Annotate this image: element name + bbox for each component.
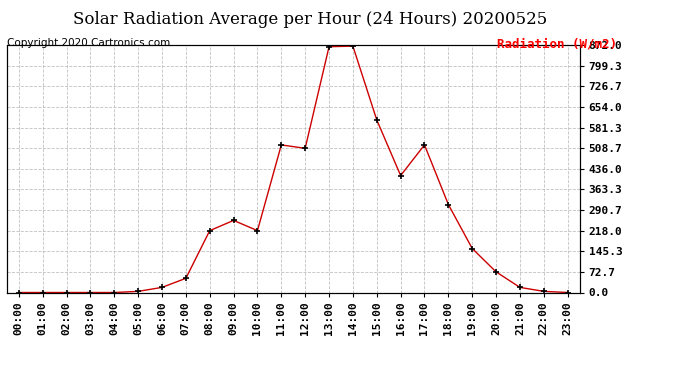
Text: Solar Radiation Average per Hour (24 Hours) 20200525: Solar Radiation Average per Hour (24 Hou…: [73, 11, 548, 28]
Text: Radiation (W/m2): Radiation (W/m2): [497, 38, 617, 51]
Text: Copyright 2020 Cartronics.com: Copyright 2020 Cartronics.com: [7, 38, 170, 48]
